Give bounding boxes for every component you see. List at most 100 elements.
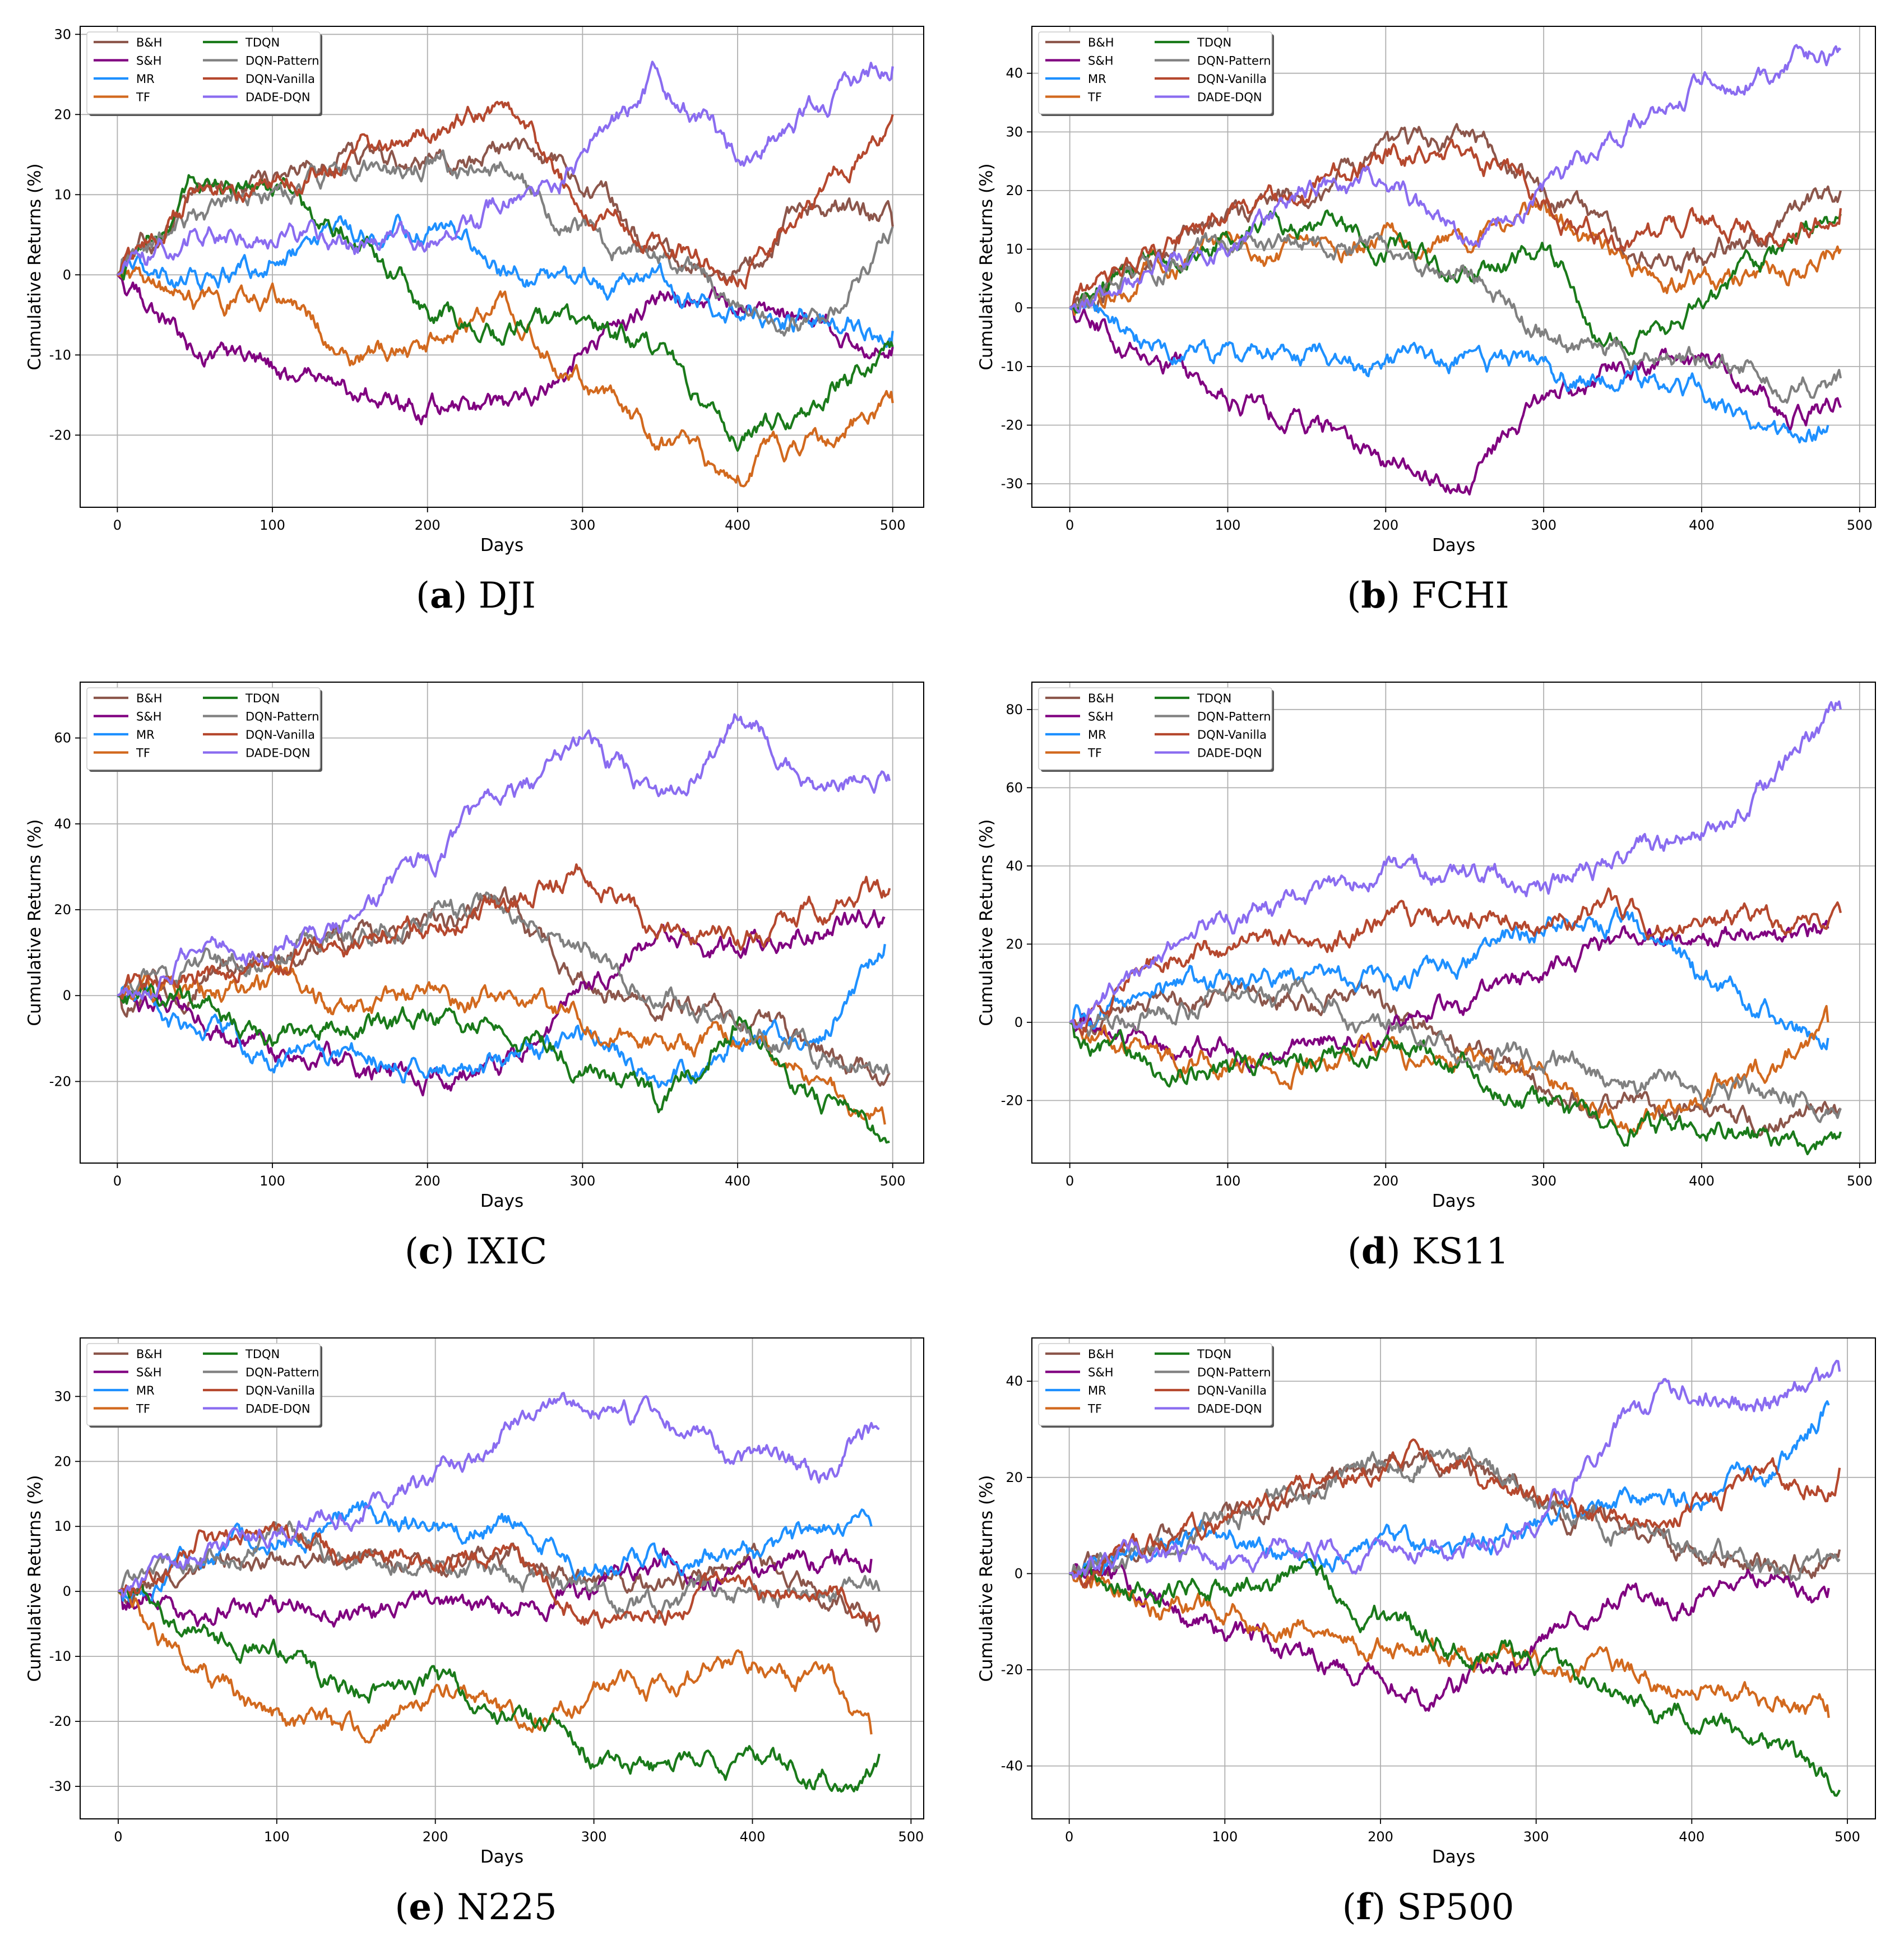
- legend-box: [86, 1343, 321, 1426]
- x-tick-label: 200: [415, 517, 441, 533]
- y-tick-label: 10: [54, 1518, 71, 1534]
- y-tick-label: 20: [1006, 183, 1023, 198]
- y-axis-label: Cumulative Returns (%): [25, 1475, 45, 1682]
- series-line-dade-dqn: [1069, 1359, 1841, 1580]
- chart-panel-ixic: 0 100 200 300 400 500 -20 0 20 40 60 Days Cumulative…: [0, 656, 952, 1312]
- x-tick-label: 100: [1212, 1829, 1238, 1845]
- legend-label-b-and-h: B&H: [136, 692, 163, 705]
- x-axis-label: Days: [1432, 1191, 1475, 1211]
- legend-label-dqn-vanilla: DQN-Vanilla: [245, 72, 315, 86]
- series-line-tdqn: [117, 983, 890, 1144]
- x-tick-label: 300: [1531, 517, 1556, 533]
- x-axis-label: Days: [1432, 535, 1475, 555]
- series-line-dqn-vanilla: [1069, 138, 1842, 309]
- x-tick-label: 300: [569, 517, 595, 533]
- y-tick-label: -20: [49, 1073, 71, 1089]
- legend-label-tdqn: TDQN: [1197, 692, 1231, 705]
- y-tick-label: 80: [1006, 702, 1023, 717]
- legend-label-s-and-h: S&H: [136, 1366, 162, 1379]
- x-tick-label: 0: [113, 517, 122, 533]
- chart-panel-n225: 0 100 200 300 400 500 -30 -20 -10 0 10 20 30 Days Cumu…: [0, 1312, 952, 1959]
- legend-label-dqn-vanilla: DQN-Vanilla: [245, 1384, 315, 1397]
- legend-label-tdqn: TDQN: [1197, 1347, 1231, 1361]
- series-line-dqn-vanilla: [1069, 1438, 1841, 1588]
- y-tick-label: -20: [1001, 1092, 1023, 1108]
- caption-ixic: (c) IXIC: [404, 1230, 548, 1272]
- series-line-dade-dqn: [1069, 700, 1842, 1029]
- legend-label-tdqn: TDQN: [1197, 36, 1231, 49]
- caption-name: KS11: [1411, 1231, 1509, 1272]
- series-line-tdqn: [118, 1583, 881, 1793]
- legend-label-dade-dqn: DADE-DQN: [245, 1402, 311, 1416]
- series-line-mr: [1069, 906, 1829, 1050]
- y-tick-label: -30: [1001, 476, 1023, 492]
- y-tick-label: -10: [1001, 359, 1023, 374]
- x-tick-label: 500: [1847, 1173, 1873, 1189]
- caption-letter: b: [1361, 575, 1386, 617]
- chart-svg-sp500: 0 100 200 300 400 500 -40 -20 0 20 40 Days Cumulativ…: [976, 1337, 1876, 1867]
- legend-label-b-and-h: B&H: [1088, 36, 1114, 49]
- x-tick-label: 300: [569, 1173, 595, 1189]
- series-line-dqn-pattern: [117, 149, 894, 337]
- caption-name: SP500: [1397, 1887, 1514, 1928]
- x-tick-label: 400: [725, 517, 751, 533]
- y-tick-label: 0: [63, 988, 71, 1003]
- x-tick-label: 300: [1531, 1173, 1556, 1189]
- y-tick-label: 40: [1006, 66, 1023, 81]
- legend-label-mr: MR: [136, 728, 155, 742]
- x-tick-label: 100: [1215, 1173, 1241, 1189]
- y-axis-label: Cumulative Returns (%): [976, 1475, 997, 1682]
- caption-letter: c: [418, 1230, 441, 1272]
- x-tick-label: 0: [114, 1829, 122, 1845]
- legend-label-s-and-h: S&H: [136, 54, 162, 68]
- caption-name: FCHI: [1411, 575, 1509, 617]
- x-tick-label: 300: [581, 1829, 607, 1845]
- legend-label-dqn-vanilla: DQN-Vanilla: [1197, 72, 1267, 86]
- legend-label-dqn-pattern: DQN-Pattern: [245, 710, 319, 724]
- y-tick-label: -30: [49, 1779, 71, 1794]
- plot-frame: [1031, 1337, 1876, 1819]
- y-tick-label: -20: [1001, 1662, 1023, 1678]
- legend-label-tdqn: TDQN: [245, 36, 280, 49]
- caption-dji: (a) DJI: [416, 575, 536, 617]
- series-line-tf: [1069, 199, 1842, 316]
- x-tick-label: 200: [1368, 1829, 1393, 1845]
- legend-label-dade-dqn: DADE-DQN: [245, 747, 311, 760]
- series-line-tdqn: [116, 174, 894, 452]
- y-axis-label: Cumulative Returns (%): [976, 163, 997, 370]
- series-line-tf: [117, 266, 894, 488]
- legend-label-b-and-h: B&H: [136, 1347, 163, 1361]
- plot-frame: [80, 682, 924, 1164]
- series-line-s-and-h: [1069, 307, 1842, 495]
- legend: B&H S&H MR TF TDQN DQN-Pattern DQN-Vanilla DADE…: [1038, 687, 1274, 772]
- x-tick-label: 100: [260, 517, 285, 533]
- series-line-mr: [1069, 299, 1829, 444]
- y-tick-label: -10: [49, 1648, 71, 1664]
- x-tick-label: 400: [725, 1173, 751, 1189]
- x-tick-label: 500: [1847, 517, 1873, 533]
- series-line-dqn-pattern: [117, 891, 890, 1075]
- y-tick-label: 20: [1006, 1470, 1023, 1485]
- y-tick-label: 40: [54, 816, 71, 832]
- y-tick-label: 20: [54, 1453, 71, 1469]
- y-tick-label: 0: [1014, 300, 1023, 316]
- x-tick-label: 200: [1373, 1173, 1398, 1189]
- x-axis-label: Days: [480, 1847, 524, 1867]
- y-tick-label: 60: [54, 730, 71, 746]
- y-tick-label: 10: [1006, 242, 1023, 257]
- plot-frame: [1031, 26, 1876, 508]
- series-line-b-and-h: [1069, 123, 1842, 312]
- chart-panel-dji: 0 100 200 300 400 500 -20 -10 0 10 20 30 Days Cumulat…: [0, 0, 952, 656]
- legend-label-s-and-h: S&H: [1088, 1366, 1114, 1379]
- legend-label-tf: TF: [1087, 91, 1102, 104]
- legend-label-s-and-h: S&H: [1088, 710, 1114, 724]
- caption-letter: a: [429, 575, 453, 617]
- caption-name: DJI: [478, 575, 536, 617]
- y-tick-label: 0: [63, 267, 71, 282]
- series-line-tf: [117, 1586, 873, 1744]
- chart-panel-ks11: 0 100 200 300 400 500 -20 0 20 40 60 80 Days Cumulati…: [952, 656, 1904, 1312]
- legend-label-mr: MR: [1088, 1384, 1106, 1397]
- series-group: [1069, 700, 1842, 1156]
- x-tick-label: 300: [1523, 1829, 1549, 1845]
- chart-svg-ixic: 0 100 200 300 400 500 -20 0 20 40 60 Days Cumulative…: [25, 682, 924, 1211]
